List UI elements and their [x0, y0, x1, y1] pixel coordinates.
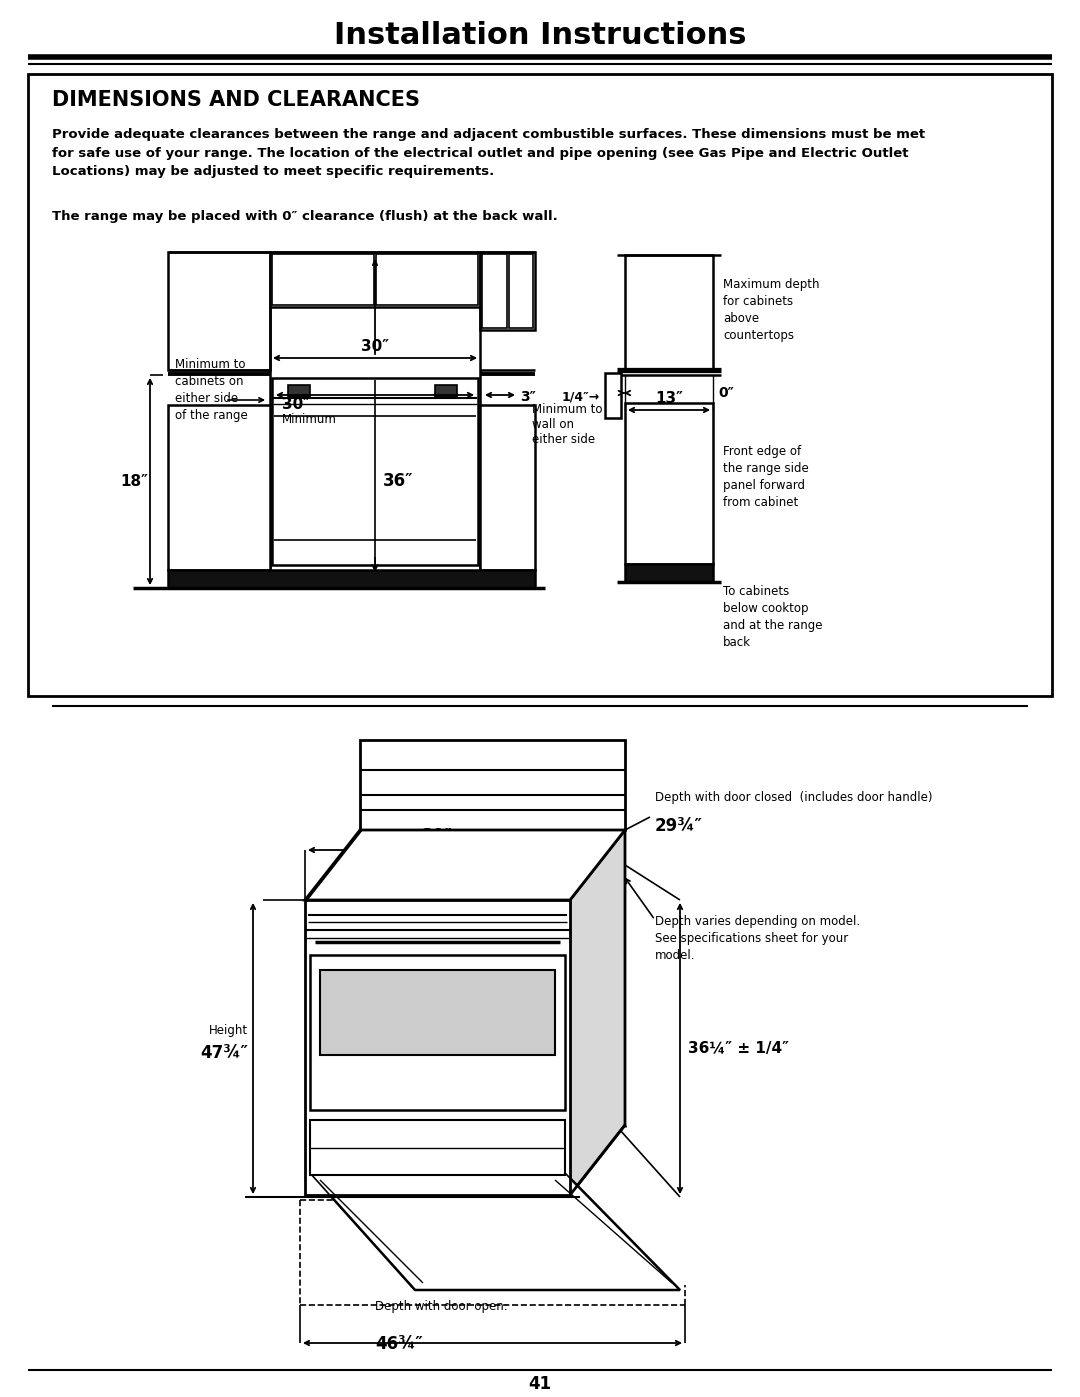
Text: 3″: 3″: [519, 390, 536, 404]
Text: 36¼″ ± 1/4″: 36¼″ ± 1/4″: [688, 1041, 789, 1056]
Bar: [168, 570, 535, 588]
Bar: [509, 254, 534, 328]
Text: 29¾″: 29¾″: [654, 817, 703, 835]
Text: Depth varies depending on model.
See specifications sheet for your
model.: Depth varies depending on model. See spe…: [654, 915, 860, 963]
Text: Front edge of
the range side
panel forward
from cabinet: Front edge of the range side panel forwa…: [723, 446, 809, 509]
Text: DIMENSIONS AND CLEARANCES: DIMENSIONS AND CLEARANCES: [52, 89, 420, 110]
Text: 30″: 30″: [422, 827, 453, 845]
Bar: [288, 386, 310, 397]
Polygon shape: [310, 1173, 680, 1289]
Text: Minimum to
wall on
either side: Minimum to wall on either side: [532, 402, 603, 446]
Text: Provide adequate clearances between the range and adjacent combustible surfaces.: Provide adequate clearances between the …: [52, 129, 926, 177]
Bar: [625, 256, 713, 370]
Text: Maximum depth
for cabinets
above
countertops: Maximum depth for cabinets above counter…: [723, 278, 820, 342]
Text: 41: 41: [528, 1375, 552, 1393]
Polygon shape: [360, 740, 625, 830]
Bar: [310, 956, 565, 1111]
Bar: [376, 254, 478, 305]
Bar: [480, 251, 535, 330]
Text: Minimum to
cabinets on
either side
of the range: Minimum to cabinets on either side of th…: [175, 358, 247, 422]
Text: Depth with door closed  (includes door handle): Depth with door closed (includes door ha…: [654, 791, 932, 803]
Bar: [272, 379, 478, 564]
Bar: [270, 251, 480, 307]
Text: 47¾″: 47¾″: [200, 1045, 248, 1063]
Text: Depth with door open:: Depth with door open:: [375, 1301, 508, 1313]
Bar: [168, 251, 270, 370]
Bar: [320, 970, 555, 1055]
Text: Installation Instructions: Installation Instructions: [334, 21, 746, 50]
Text: 30″: 30″: [282, 397, 310, 412]
Text: 13″: 13″: [654, 391, 683, 407]
Text: 46¾″: 46¾″: [375, 1336, 422, 1354]
Text: 1/4″→: 1/4″→: [562, 391, 600, 404]
Bar: [310, 1120, 565, 1175]
Bar: [480, 405, 535, 570]
Bar: [625, 402, 713, 564]
Bar: [482, 254, 507, 328]
Text: To cabinets
below cooktop
and at the range
back: To cabinets below cooktop and at the ran…: [723, 585, 823, 650]
Bar: [272, 254, 374, 305]
Text: 0″: 0″: [718, 386, 734, 400]
Bar: [605, 373, 621, 418]
Text: 18″: 18″: [120, 474, 148, 489]
Bar: [168, 405, 270, 570]
Polygon shape: [570, 830, 625, 1194]
Text: The range may be placed with 0″ clearance (flush) at the back wall.: The range may be placed with 0″ clearanc…: [52, 210, 557, 224]
Bar: [435, 386, 457, 397]
Bar: [28, 74, 1052, 696]
Text: 36″: 36″: [383, 472, 414, 490]
Bar: [625, 564, 713, 583]
Text: Minimum: Minimum: [282, 414, 337, 426]
Text: Height: Height: [208, 1024, 248, 1037]
Bar: [305, 900, 570, 1194]
Text: 30″: 30″: [361, 339, 389, 353]
Polygon shape: [305, 830, 625, 900]
